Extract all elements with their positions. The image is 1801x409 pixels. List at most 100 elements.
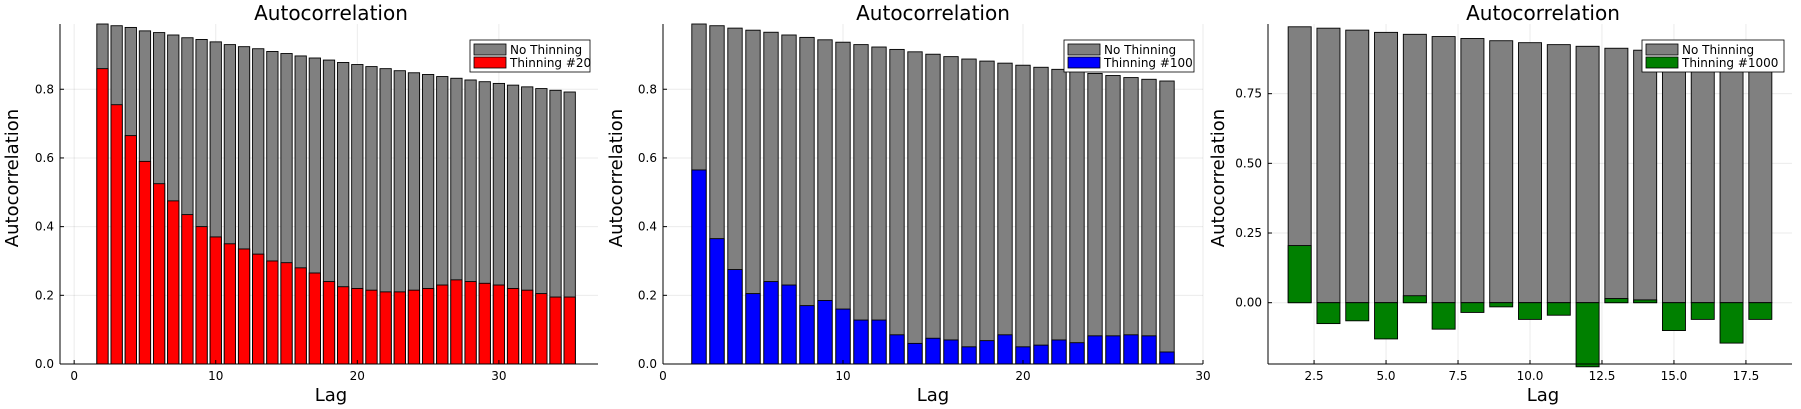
bar-thinning-100	[745, 293, 761, 365]
x-tick-label: 30	[1195, 369, 1210, 383]
bar-no-thinning	[1087, 73, 1103, 365]
bar-thinning-1000	[1489, 302, 1514, 308]
y-axis-label: Autocorrelation	[606, 109, 627, 247]
bar-no-thinning	[871, 46, 887, 365]
legend-label: No Thinning	[1104, 43, 1176, 57]
y-tick-label: 0.0	[638, 357, 657, 371]
chart-title: Autocorrelation	[254, 1, 408, 25]
bar-thinning-100	[1051, 339, 1067, 365]
y-tick-label: 0.50	[1235, 156, 1262, 170]
x-tick-label: 7.5	[1448, 369, 1467, 383]
bar-no-thinning	[853, 44, 869, 365]
bar-thinning-20	[124, 135, 137, 365]
y-axis-label: Autocorrelation	[2, 109, 23, 247]
bar-no-thinning	[1661, 51, 1686, 304]
y-tick-label: 0.2	[638, 288, 657, 302]
bar-thinning-1000	[1518, 302, 1542, 320]
chart-title: Autocorrelation	[856, 1, 1010, 25]
bar-no-thinning	[1105, 75, 1121, 365]
legend-swatch	[473, 56, 507, 69]
bar-thinning-20	[563, 296, 576, 365]
bar-thinning-1000	[1690, 302, 1715, 320]
bar-no-thinning	[1748, 58, 1773, 304]
x-axis-label: Lag	[917, 385, 949, 406]
bar-thinning-100	[889, 334, 905, 365]
bar-thinning-20	[322, 281, 336, 365]
bar-no-thinning	[1604, 47, 1629, 304]
bar-no-thinning	[1123, 77, 1139, 365]
bar-thinning-20	[464, 281, 477, 365]
x-tick-label: 17.5	[1733, 369, 1760, 383]
bar-thinning-20	[421, 287, 435, 365]
x-tick-label: 12.5	[1589, 369, 1616, 383]
y-tick-label: 0.6	[35, 151, 54, 165]
bar-thinning-100	[691, 169, 707, 365]
bar-thinning-20	[365, 289, 378, 365]
bar-thinning-100	[943, 339, 959, 365]
bar-thinning-1000	[1287, 245, 1312, 304]
bar-thinning-20	[195, 226, 208, 365]
bar-no-thinning	[997, 62, 1013, 365]
y-axis-label: Autocorrelation	[1208, 109, 1229, 247]
y-tick-label: 0.0	[35, 357, 54, 371]
bar-no-thinning	[1141, 78, 1157, 365]
chart-title: Autocorrelation	[1466, 1, 1620, 25]
x-tick-label: 0	[70, 369, 78, 383]
bar-thinning-20	[379, 291, 392, 365]
legend-label: Thinning #100	[1103, 56, 1193, 70]
bar-no-thinning	[961, 58, 977, 365]
bar-thinning-20	[492, 284, 506, 365]
bar-thinning-100	[727, 269, 743, 365]
chart-panel-thinning-1000: Autocorrelation Lag Autocorrelation 2.5 5…	[1208, 1, 1792, 406]
bar-thinning-1000	[1460, 302, 1485, 313]
bar-no-thinning	[1489, 40, 1514, 304]
bar-thinning-1000	[1633, 299, 1658, 304]
x-axis-label: Lag	[315, 385, 347, 406]
bar-thinning-100	[979, 340, 995, 365]
bar-no-thinning	[943, 56, 959, 365]
chart-panel-thinning-100: Autocorrelation Lag Autocorrelation 0 10 2…	[606, 1, 1211, 406]
bar-thinning-20	[308, 272, 321, 365]
bar-thinning-100	[1033, 344, 1049, 365]
x-tick-label: 20	[1015, 369, 1030, 383]
legend-label: No Thinning	[1682, 43, 1754, 57]
bar-no-thinning	[1374, 31, 1399, 304]
bar-thinning-1000	[1604, 298, 1629, 304]
y-tick-label: 0.4	[638, 220, 657, 234]
bar-no-thinning	[1460, 38, 1485, 304]
bar-no-thinning	[1518, 42, 1542, 304]
bar-thinning-1000	[1661, 302, 1686, 332]
bar-thinning-100	[781, 284, 797, 365]
legend-label: Thinning #20	[509, 56, 591, 70]
chart-panel-thinning-20: Autocorrelation Lag Autocorrelation 0 10 2…	[2, 1, 598, 406]
bar-thinning-20	[351, 287, 364, 365]
bar-thinning-1000	[1719, 302, 1744, 344]
bar-thinning-100	[835, 308, 851, 365]
bar-thinning-1000	[1402, 295, 1427, 304]
x-axis-label: Lag	[1527, 385, 1559, 406]
bar-thinning-100	[871, 319, 887, 365]
legend-swatch	[1067, 43, 1101, 56]
bar-thinning-100	[763, 281, 779, 365]
bar-no-thinning	[1431, 36, 1456, 304]
bar-thinning-20	[266, 260, 279, 365]
bar-thinning-1000	[1431, 302, 1456, 330]
bar-thinning-20	[478, 282, 491, 365]
bar-no-thinning	[1069, 70, 1085, 365]
bar-thinning-20	[223, 243, 237, 365]
bar-thinning-20	[407, 289, 421, 365]
bar-thinning-20	[209, 236, 222, 365]
bar-no-thinning	[1033, 66, 1049, 365]
bar-no-thinning	[1633, 49, 1658, 304]
legend-swatch	[473, 43, 507, 56]
bar-no-thinning	[907, 51, 923, 365]
bar-thinning-20	[393, 291, 406, 365]
x-tick-label: 10	[208, 369, 223, 383]
bar-thinning-20	[450, 279, 463, 365]
bar-thinning-100	[925, 337, 941, 365]
x-tick-label: 30	[491, 369, 506, 383]
